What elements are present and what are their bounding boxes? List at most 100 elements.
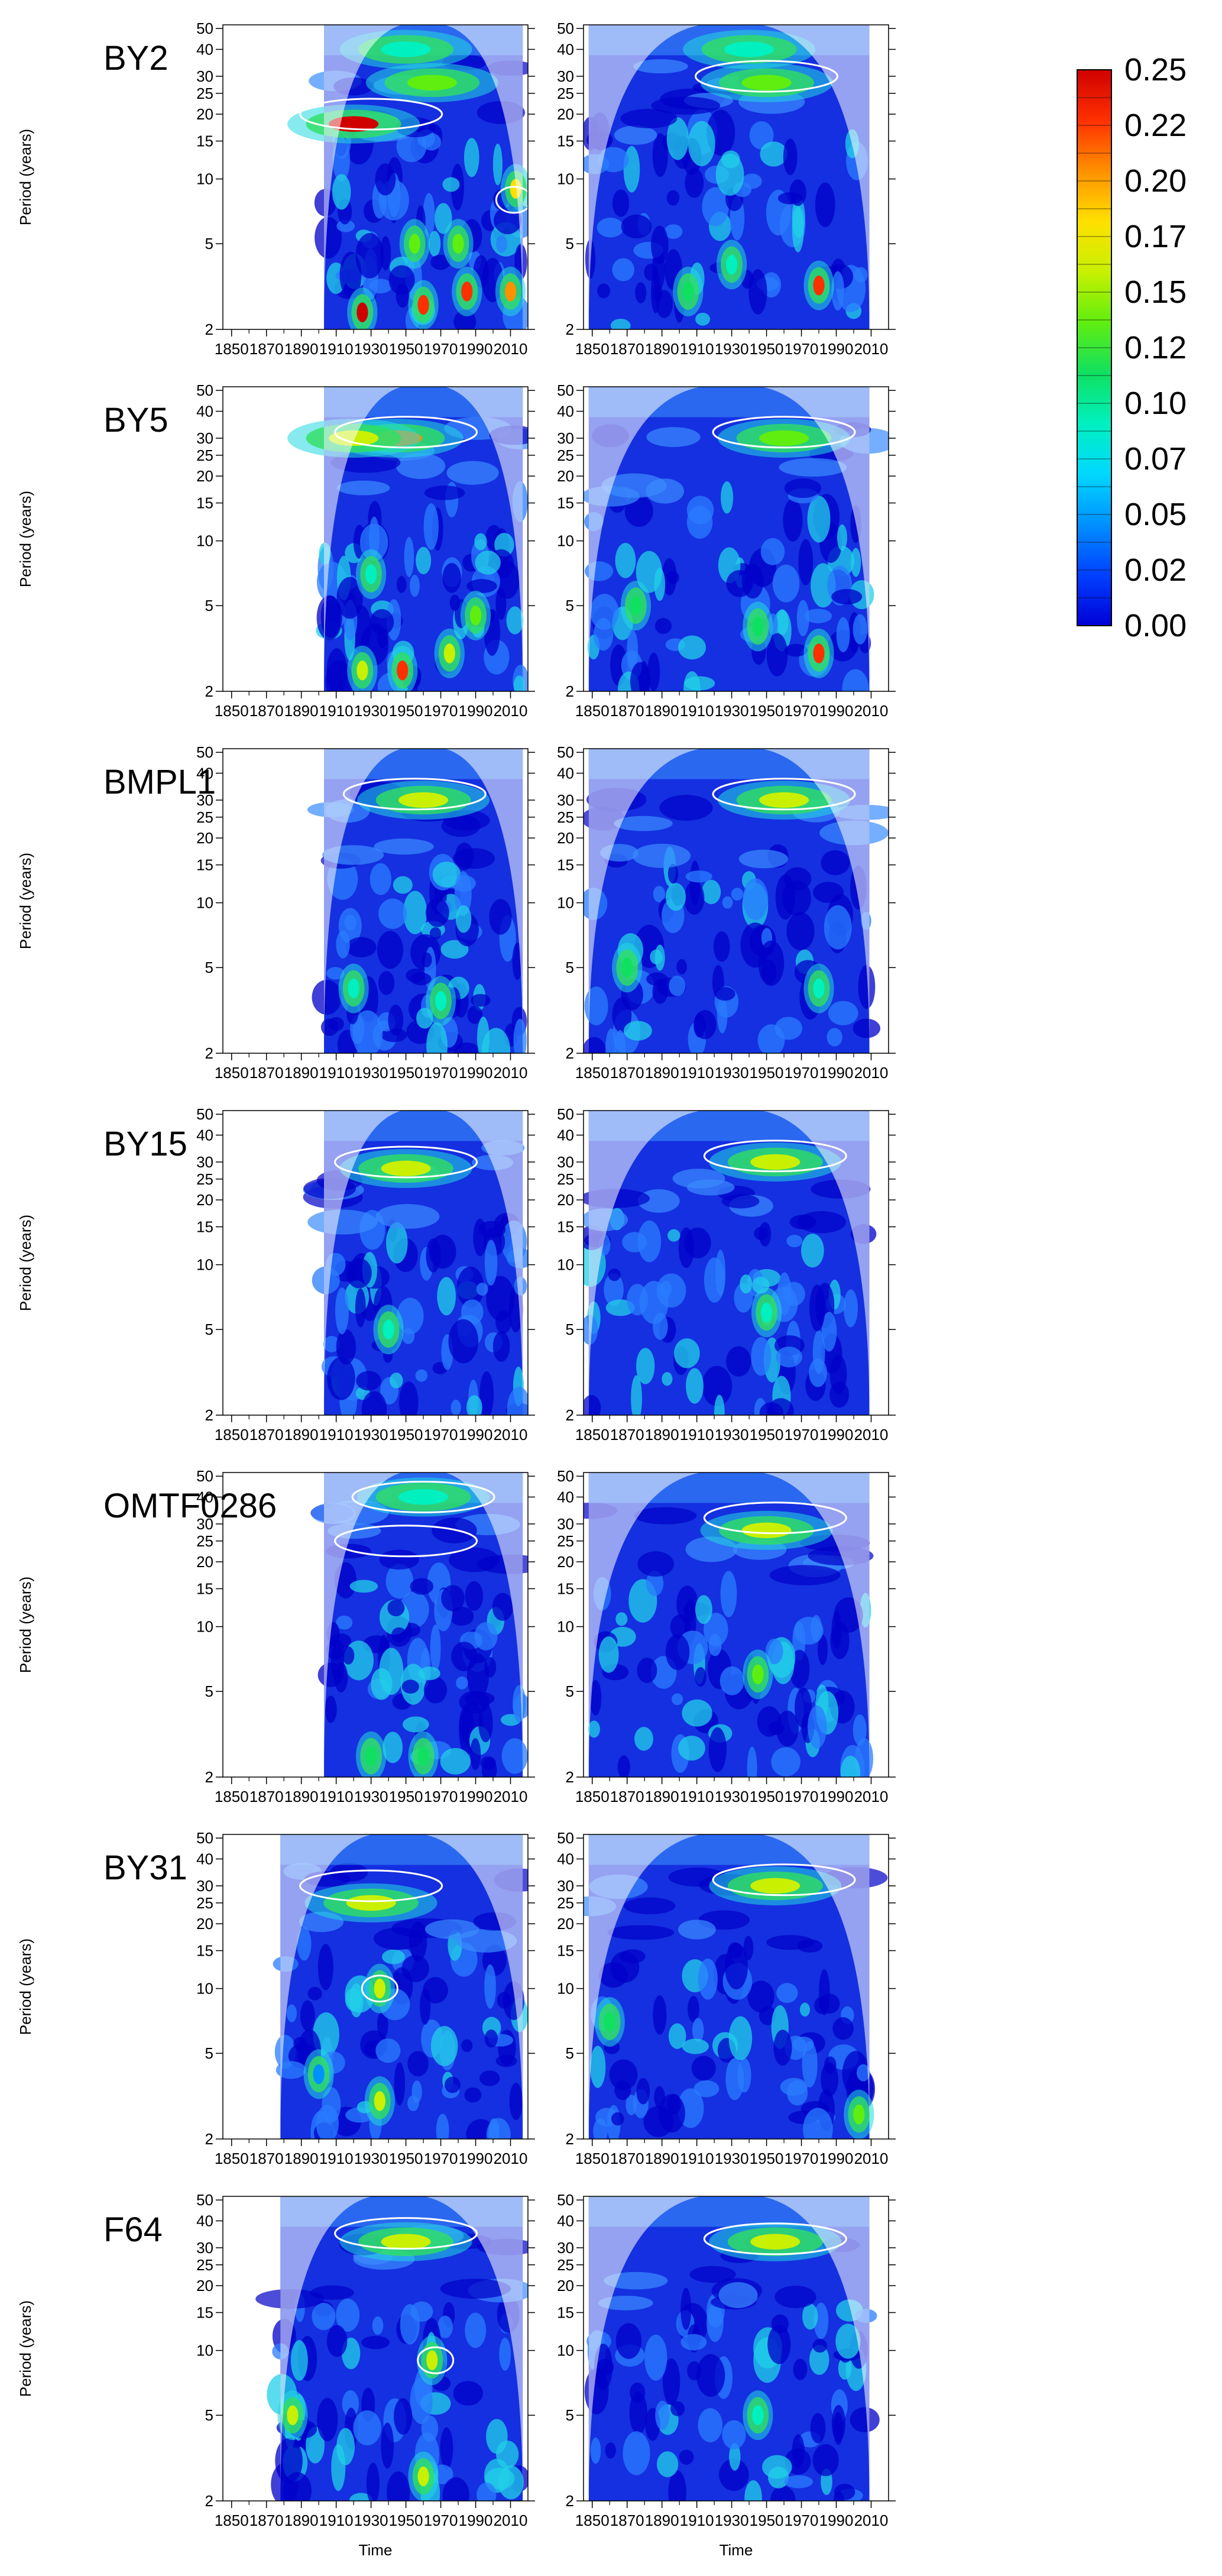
colorbar-tick-label: 0.12 [1124,330,1187,365]
y-tick-label: 5 [566,1682,574,1700]
y-tick-label: 15 [557,494,574,512]
y-tick-label: 2 [205,321,213,338]
cone-of-influence [588,749,870,1053]
site-label: BY2 [103,39,168,77]
x-tick-label: 2010 [854,1064,889,1082]
power-hotspots [673,30,834,316]
hotspot-core [417,1746,429,1766]
x-tick-label: 1950 [750,340,784,358]
y-tick-label: 20 [196,105,213,123]
x-tick-label: 1850 [575,340,610,358]
x-tick-label: 1930 [354,2150,388,2167]
hotspot-core [813,275,825,296]
y-tick-label: 2 [205,2492,213,2510]
x-tick-label: 1870 [249,2150,284,2167]
y-tick-label: 30 [196,2239,213,2257]
x-tick-label: 1870 [610,340,644,358]
x-tick-label: 1890 [284,2512,319,2529]
x-tick-label: 1950 [750,1788,784,1805]
x-tick-label: 1950 [389,1064,423,1082]
y-tick-label: 2 [566,682,574,700]
hotspot-core [724,41,774,57]
x-tick-label: 1970 [785,2512,819,2529]
colorbar-tick-label: 0.15 [1124,274,1187,310]
y-tick-label: 25 [557,446,574,464]
y-tick-label: 2 [566,1768,574,1786]
colorbar-tick-label: 0.02 [1124,552,1187,588]
y-tick-label: 15 [196,1942,213,1960]
y-tick-label: 40 [557,2212,574,2229]
y-tick-label: 15 [557,1218,574,1236]
x-tick-label: 1910 [319,1064,354,1082]
y-tick-label: 50 [196,1829,213,1847]
y-tick-label: 10 [196,532,213,550]
hotspot-core [381,1160,431,1177]
x-tick-label: 1950 [750,2150,784,2167]
power-hotspots [339,1148,472,1355]
y-tick-label: 2 [566,2492,574,2510]
x-tick-label: 1870 [610,1788,644,1805]
cone-of-influence [588,1473,870,1777]
x-tick-label: 1950 [389,1788,423,1805]
power-hotspots [620,418,851,678]
y-tick-label: 30 [557,791,574,809]
cone-of-influence [324,1111,523,1415]
cone-of-influence [324,1473,523,1777]
y-tick-label: 25 [196,808,213,826]
hotspot-core [443,643,455,664]
y-tick-label: 50 [557,1467,574,1485]
x-tick-label: 2010 [854,1426,889,1444]
y-tick-label: 50 [557,1105,574,1123]
x-tick-label: 1890 [284,702,319,720]
hotspot-core [365,564,377,584]
hotspot-core [752,2405,764,2425]
power-hotspots [277,2222,472,2501]
site-label: F64 [103,2211,163,2249]
hotspot-core [759,792,809,808]
y-tick-label: 15 [557,2304,574,2322]
colorbar-tick-label: 0.00 [1124,608,1187,643]
y-axis-title: Period (years) [17,2300,34,2397]
x-tick-label: 1850 [575,1426,610,1444]
y-tick-label: 50 [196,1467,213,1485]
hotspot-core [741,1522,792,1539]
y-tick-label: 25 [557,1170,574,1188]
cone-of-influence [588,25,870,329]
significance-contour [495,186,528,214]
y-tick-label: 5 [566,2044,574,2062]
panel-frame [583,24,889,330]
y-tick-label: 40 [557,764,574,782]
panel-frame [583,1110,889,1416]
hotspot-core [356,660,368,681]
x-tick-label: 1850 [575,2150,610,2167]
x-tick-label: 1910 [319,2150,354,2167]
y-tick-label: 50 [557,381,574,399]
x-tick-label: 1890 [645,1788,679,1805]
site-label: BY31 [103,1849,187,1887]
colorbar-tick-label: 0.25 [1124,52,1187,88]
panel-frame [583,2196,889,2501]
y-tick-label: 40 [196,2212,213,2229]
x-tick-label: 1930 [715,1426,749,1444]
x-tick-label: 1990 [819,2512,854,2529]
hotspot-core [417,295,429,315]
panel-frame [222,748,529,1054]
hotspot-core [409,234,420,254]
x-tick-label: 2010 [854,2150,889,2167]
y-tick-label: 40 [196,1126,213,1144]
y-tick-label: 50 [196,1105,213,1123]
site-label: BY5 [103,401,168,439]
x-tick-label: 1910 [319,1788,354,1805]
colorbar: 0.25 0.22 0.20 0.17 0.15 0.12 0.10 0.07 0.05 0.02… [1077,52,1187,643]
hotspot-core [813,978,825,999]
y-tick-label: 20 [196,1915,213,1933]
colorbar-tick-label: 0.20 [1124,163,1187,199]
y-tick-label: 30 [196,1153,213,1171]
